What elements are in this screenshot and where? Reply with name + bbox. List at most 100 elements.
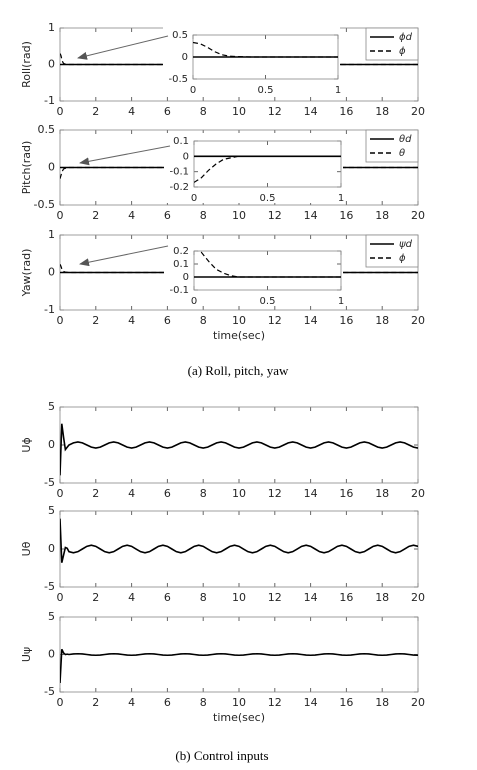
x-tick-label: 14 — [304, 314, 318, 327]
data-line — [193, 41, 338, 58]
x-tick-label: 14 — [304, 591, 318, 604]
caption: (a) Roll, pitch, yaw — [188, 363, 289, 378]
x-tick-label: 16 — [339, 591, 353, 604]
x-tick-label: 1 — [335, 85, 341, 96]
legend-label: ϕ — [399, 46, 406, 57]
x-tick-label: 8 — [200, 487, 207, 500]
y-tick-label: 0 — [48, 266, 55, 279]
x-tick-label: 10 — [232, 591, 246, 604]
inset-chart: -0.500.50 0.5 1 — [163, 27, 341, 96]
y-tick-label: -5 — [44, 580, 55, 593]
y-tick-label: -5 — [44, 685, 55, 698]
x-tick-label: 14 — [304, 696, 318, 709]
x-tick-label: 14 — [304, 209, 318, 222]
y-tick-label: 0 — [48, 161, 55, 174]
y-axis-label: Uθ — [20, 541, 33, 556]
x-tick-label: 6 — [164, 209, 171, 222]
data-line — [197, 251, 341, 278]
x-tick-label: 10 — [232, 209, 246, 222]
x-tick-label: 1 — [338, 296, 344, 307]
y-axis-label: Yaw(rad) — [20, 249, 33, 298]
x-tick-label: 12 — [268, 209, 282, 222]
data-line — [60, 423, 418, 476]
x-tick-label: 0 — [57, 487, 64, 500]
x-tick-label: 4 — [128, 314, 135, 327]
y-tick-label: -5 — [44, 476, 55, 489]
zoom-arrow — [79, 145, 171, 166]
x-tick-label: 1 — [338, 193, 344, 204]
x-tick-label: 20 — [411, 209, 425, 222]
y-tick-label: -1 — [44, 303, 55, 316]
axes-box — [193, 250, 342, 291]
x-tick-label: 4 — [128, 105, 135, 118]
x-axis-label: time(sec) — [213, 711, 265, 724]
x-tick-label: 10 — [232, 314, 246, 327]
x-tick-label: 0 — [57, 314, 64, 327]
x-axis-label: time(sec) — [213, 329, 265, 342]
y-tick-label: 0.2 — [173, 246, 189, 257]
x-tick-label: 0 — [191, 193, 197, 204]
zoom-arrow — [77, 35, 169, 60]
axes-box — [59, 510, 419, 588]
x-tick-label: 8 — [200, 209, 207, 222]
y-tick-label: 0 — [48, 438, 55, 451]
inset-chart: -0.2 -0.1 0 0.1 0 0.5 1 — [164, 133, 344, 204]
legend-label: θd — [399, 134, 412, 145]
y-tick-label: 0.1 — [173, 136, 189, 147]
x-tick-label: 16 — [339, 209, 353, 222]
x-tick-label: 2 — [92, 105, 99, 118]
legend-label: θ — [399, 148, 405, 159]
x-tick-label: 10 — [232, 487, 246, 500]
y-axis-label: Roll(rad) — [20, 41, 33, 88]
x-tick-label: 8 — [200, 696, 207, 709]
x-tick-label: 2 — [92, 591, 99, 604]
x-tick-label: 18 — [375, 487, 389, 500]
y-tick-label: 0.5 — [172, 30, 188, 41]
legend-box — [365, 129, 419, 163]
x-tick-label: 0 — [190, 85, 196, 96]
x-tick-label: 4 — [128, 209, 135, 222]
x-tick-label: 18 — [375, 591, 389, 604]
x-tick-label: 2 — [92, 487, 99, 500]
y-tick-label: -0.5 — [34, 198, 55, 211]
y-tick-label: -0.2 — [169, 182, 189, 193]
x-tick-label: 12 — [268, 696, 282, 709]
x-tick-label: 0.5 — [260, 296, 276, 307]
x-tick-label: 18 — [375, 314, 389, 327]
legend-label: ϕ — [399, 253, 406, 264]
data-line — [60, 648, 418, 684]
x-tick-label: 8 — [200, 591, 207, 604]
x-tick-label: 10 — [232, 105, 246, 118]
y-tick-label: -0.5 — [168, 74, 188, 85]
zoom-arrow — [79, 245, 169, 267]
x-tick-label: 4 — [128, 591, 135, 604]
x-tick-label: 16 — [339, 487, 353, 500]
x-tick-label: 20 — [411, 487, 425, 500]
data-line — [60, 263, 418, 274]
y-tick-label: 0.1 — [173, 259, 189, 270]
y-tick-label: 1 — [48, 228, 55, 241]
x-tick-label: 16 — [339, 314, 353, 327]
x-tick-label: 12 — [268, 487, 282, 500]
x-tick-label: 6 — [164, 314, 171, 327]
y-tick-label: 0.5 — [38, 123, 56, 136]
x-tick-label: 0 — [191, 296, 197, 307]
x-tick-label: 18 — [375, 209, 389, 222]
x-tick-label: 6 — [164, 487, 171, 500]
y-axis-label: Uϕ — [20, 437, 33, 452]
x-tick-label: 18 — [375, 696, 389, 709]
x-tick-label: 2 — [92, 696, 99, 709]
y-tick-label: 0 — [183, 151, 189, 162]
x-tick-label: 2 — [92, 209, 99, 222]
y-tick-label: 0 — [48, 648, 55, 661]
y-tick-label: 5 — [48, 504, 55, 517]
x-tick-label: 20 — [411, 696, 425, 709]
x-tick-label: 0 — [57, 591, 64, 604]
x-tick-label: 0 — [57, 209, 64, 222]
inset-chart: -0.100.10.20 0.5 1 — [164, 243, 344, 307]
